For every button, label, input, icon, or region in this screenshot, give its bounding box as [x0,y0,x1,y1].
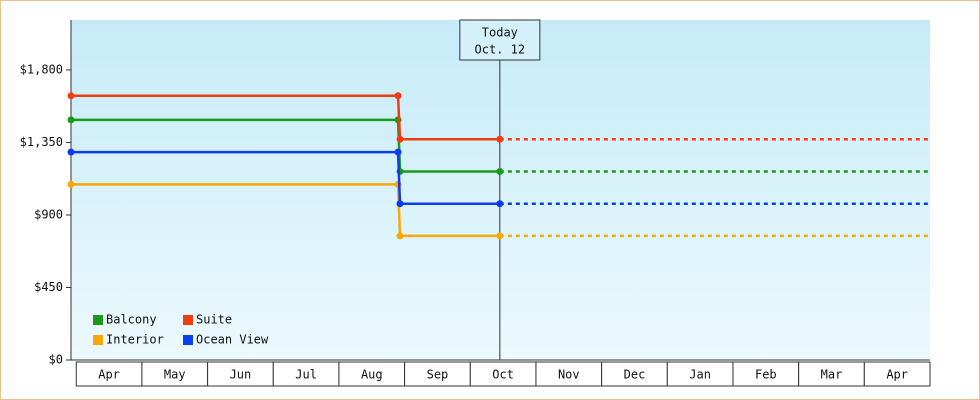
x-tick-label: Jun [230,368,252,382]
point [496,200,504,208]
legend-label: Suite [196,313,232,327]
x-tick-label: Feb [755,368,777,382]
y-tick-label: $900 [34,207,63,221]
point [496,167,504,175]
x-tick-box [338,361,406,387]
point [496,232,504,240]
x-tick-box [75,361,143,387]
series-line [71,118,500,173]
point [67,180,75,188]
x-tick-box [666,361,734,387]
point [396,135,404,143]
series-line [71,94,500,141]
point [396,200,404,208]
legend-swatch [183,335,193,345]
x-tick-box [272,361,340,387]
point [394,92,402,100]
series-line [71,183,500,238]
point [67,116,75,124]
legend-label: Interior [106,333,164,347]
x-tick-box [535,361,603,387]
y-tick-label: $1,350 [20,135,63,149]
point [496,135,504,143]
x-tick-label: Dec [624,368,646,382]
legend-swatch [93,315,103,325]
x-tick-box [798,361,865,387]
x-tick-label: Apr [98,368,120,382]
today-label: Oct. 12 [475,43,526,57]
plot-area [71,20,930,360]
y-tick-label: $0 [49,353,63,367]
point [67,92,75,100]
y-tick-label: $450 [34,280,63,294]
x-tick-label: Oct [492,368,514,382]
x-tick-label: Sep [427,368,449,382]
today-box [459,19,541,61]
x-tick-label: Aug [361,368,383,382]
x-tick-box [141,361,209,387]
series-line [71,150,500,205]
today-label: Today [482,26,518,40]
x-tick-label: Nov [558,368,580,382]
point [67,148,75,156]
x-tick-label: Jul [295,368,317,382]
point [394,148,402,156]
legend-label: Ocean View [196,333,269,347]
legend-label: Balcony [106,313,157,327]
x-tick-label: Mar [821,368,843,382]
x-tick-box [207,361,274,387]
x-tick-box [863,361,931,387]
point [396,232,404,240]
x-tick-label: May [164,368,186,382]
legend-swatch [93,335,103,345]
legend-swatch [183,315,193,325]
y-tick-label: $1,800 [20,62,63,76]
x-tick-label: Jan [689,368,711,382]
x-tick-label: Apr [886,368,908,382]
